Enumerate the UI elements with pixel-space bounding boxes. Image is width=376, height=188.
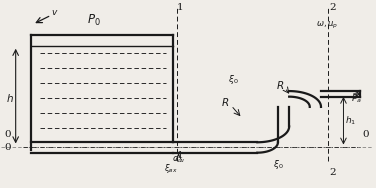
Text: $P_a$: $P_a$ bbox=[351, 92, 362, 105]
Text: 0: 0 bbox=[5, 130, 12, 139]
Text: $\xi_0$: $\xi_0$ bbox=[227, 73, 238, 86]
Text: 1: 1 bbox=[177, 3, 184, 11]
Text: $\xi_{вх}$: $\xi_{вх}$ bbox=[164, 162, 178, 175]
Text: $R$: $R$ bbox=[276, 79, 284, 91]
Text: $v$: $v$ bbox=[51, 8, 59, 17]
Text: 2: 2 bbox=[329, 3, 335, 11]
Text: $d_{ш}$: $d_{ш}$ bbox=[172, 152, 185, 165]
Text: $\omega, \mu_p$: $\omega, \mu_p$ bbox=[315, 20, 338, 31]
Text: 2: 2 bbox=[329, 168, 335, 177]
Text: 0: 0 bbox=[5, 143, 12, 152]
Text: $h$: $h$ bbox=[6, 92, 14, 104]
Text: $\xi_0$: $\xi_0$ bbox=[273, 158, 283, 171]
Text: $h_1$: $h_1$ bbox=[345, 114, 356, 127]
Text: $P_0$: $P_0$ bbox=[88, 13, 101, 28]
Text: 1: 1 bbox=[177, 151, 184, 160]
Text: 0: 0 bbox=[362, 130, 369, 139]
Text: $R$: $R$ bbox=[221, 96, 230, 108]
